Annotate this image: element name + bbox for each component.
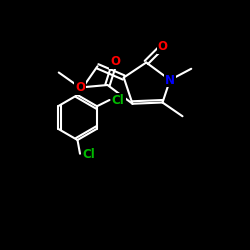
Text: Cl: Cl [112,94,124,106]
Text: O: O [158,40,168,53]
Text: O: O [110,55,120,68]
Text: Cl: Cl [82,148,95,162]
Text: O: O [75,81,85,94]
Text: N: N [165,74,175,86]
